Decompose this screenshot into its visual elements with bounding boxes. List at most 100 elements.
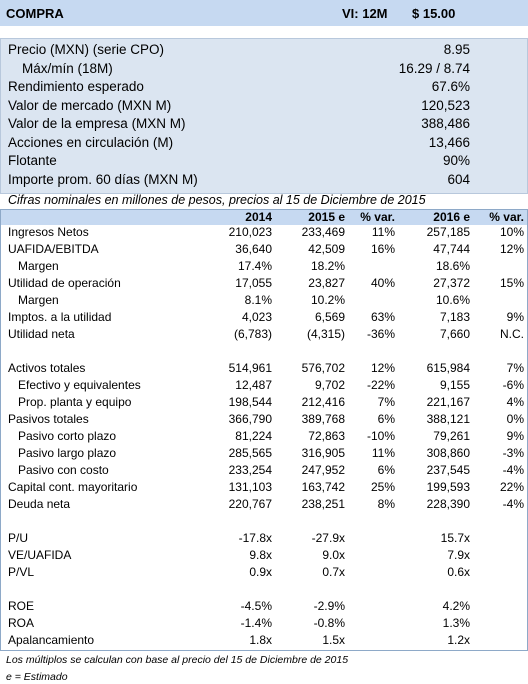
- cell: 1.3%: [442, 616, 470, 630]
- row-label: Utilidad neta: [8, 327, 75, 341]
- cell: -22%: [366, 378, 395, 392]
- cell: 81,224: [235, 429, 272, 443]
- cell: -10%: [366, 429, 395, 443]
- cell: 11%: [371, 225, 395, 239]
- cell: 9.8x: [249, 548, 272, 562]
- row-label: ROA: [8, 616, 35, 630]
- summary-value: 16.29 / 8.74: [398, 60, 470, 76]
- cell: 7,183: [439, 310, 470, 324]
- cell: -1.4%: [240, 616, 272, 630]
- cell: 16%: [370, 242, 395, 256]
- cell: 9,155: [439, 378, 470, 392]
- cell: 1.5x: [322, 633, 345, 647]
- cell: 47,744: [433, 242, 470, 256]
- cell: 257,185: [426, 225, 470, 239]
- cell: 42,509: [308, 242, 345, 256]
- row-label: Capital cont. mayoritario: [8, 480, 138, 494]
- cell: 1.2x: [447, 633, 470, 647]
- cell: 576,702: [301, 361, 345, 375]
- row-label: Pasivo con costo: [18, 463, 109, 477]
- cell: 12,487: [235, 378, 272, 392]
- cell: 366,790: [228, 412, 272, 426]
- cell: 40%: [370, 276, 395, 290]
- cell: 131,103: [228, 480, 272, 494]
- cell: 6%: [377, 463, 395, 477]
- cell: 233,469: [301, 225, 345, 239]
- summary-value: 90%: [442, 153, 470, 168]
- summary-value: 120,523: [421, 97, 470, 113]
- cell: 285,565: [228, 446, 272, 460]
- column-header: 2014: [245, 210, 272, 224]
- cell: 36,640: [235, 242, 272, 256]
- row-label: Apalancamiento: [8, 633, 95, 647]
- summary-label: Flotante: [8, 153, 57, 168]
- row-label: VE/UAFIDA: [8, 548, 72, 562]
- rating: COMPRA: [6, 6, 64, 21]
- cell: 0.9x: [249, 565, 272, 579]
- cell: 12%: [370, 361, 395, 375]
- cell: 210,023: [228, 225, 272, 239]
- cell: 316,905: [301, 446, 345, 460]
- header-bar: COMPRA VI: 12M $ 15.00: [0, 0, 528, 26]
- summary-label: Rendimiento esperado: [8, 79, 144, 94]
- cell: -27.9x: [311, 531, 345, 545]
- cell: 79,261: [433, 429, 470, 443]
- cell: 17.4%: [237, 259, 272, 273]
- row-label: ROE: [8, 599, 35, 613]
- cell: (4,315): [306, 327, 345, 341]
- cell: 198,544: [228, 395, 272, 409]
- summary-label: Máx/mín (18M): [22, 60, 113, 76]
- summary-label: Importe prom. 60 días (MXN M): [8, 171, 198, 187]
- cell: -4%: [502, 497, 524, 511]
- cell: 63%: [370, 310, 395, 324]
- row-label: P/U: [8, 531, 29, 545]
- column-header: % var.: [360, 210, 395, 224]
- table-header-bar: [1, 210, 527, 225]
- cell: 233,254: [228, 463, 272, 477]
- column-header: % var.: [489, 210, 524, 224]
- target-price: $ 15.00: [412, 6, 456, 21]
- cell: 514,961: [228, 361, 272, 375]
- cell: 9,702: [314, 378, 345, 392]
- cell: -36%: [366, 327, 395, 341]
- column-header: 2016 e: [433, 210, 470, 224]
- summary-box: [0, 38, 528, 194]
- summary-value: 8.95: [443, 42, 470, 57]
- row-label: Pasivo corto plazo: [18, 429, 117, 443]
- cell: 238,251: [301, 497, 345, 511]
- cell: (6,783): [233, 327, 272, 341]
- cell: 10.2%: [310, 293, 345, 307]
- cell: 23,827: [308, 276, 345, 290]
- cell: -6%: [502, 378, 524, 392]
- cell: -0.8%: [313, 616, 345, 630]
- summary-label: Precio (MXN) (serie CPO): [8, 42, 165, 57]
- row-label: Prop. planta y equipo: [18, 395, 132, 409]
- cell: 4,023: [241, 310, 272, 324]
- row-label: Margen: [18, 293, 59, 307]
- cell: 12%: [499, 242, 524, 256]
- cell: 10%: [499, 225, 524, 239]
- cell: 15.7x: [440, 531, 470, 545]
- cell: 8.1%: [244, 293, 272, 307]
- cell: 6,569: [314, 310, 345, 324]
- cell: -3%: [502, 446, 524, 460]
- note: Cifras nominales en millones de pesos, p…: [8, 193, 426, 207]
- cell: 4.2%: [442, 599, 470, 613]
- cell: 9.0x: [322, 548, 345, 562]
- summary-value: 67.6%: [431, 79, 470, 94]
- row-label: Imptos. a la utilidad: [8, 310, 112, 324]
- cell: -4.5%: [240, 599, 272, 613]
- cell: 0%: [506, 412, 524, 426]
- cell: 4%: [506, 395, 524, 409]
- row-label: Efectivo y equivalentes: [18, 378, 141, 392]
- footnote: Los múltiplos se calculan con base al pr…: [6, 654, 349, 666]
- cell: 72,863: [308, 429, 345, 443]
- cell: 18.2%: [310, 259, 345, 273]
- row-label: Utilidad de operación: [8, 276, 121, 290]
- cell: 0.7x: [322, 565, 345, 579]
- cell: 7,660: [439, 327, 470, 341]
- cell: 7%: [377, 395, 395, 409]
- cell: 228,390: [426, 497, 470, 511]
- cell: 15%: [499, 276, 524, 290]
- cell: 237,545: [426, 463, 470, 477]
